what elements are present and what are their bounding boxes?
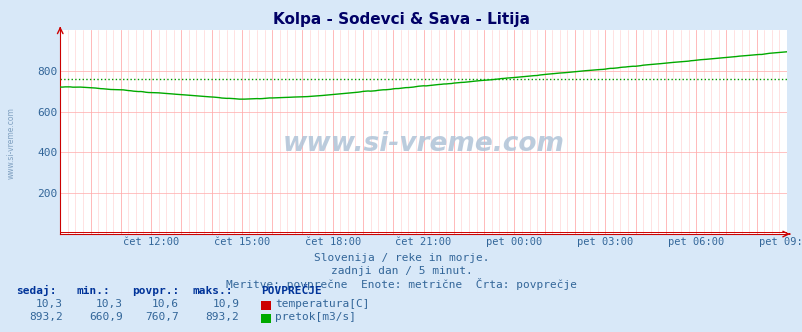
- Text: POVPREČJE: POVPREČJE: [261, 286, 322, 296]
- Text: Kolpa - Sodevci & Sava - Litija: Kolpa - Sodevci & Sava - Litija: [273, 12, 529, 27]
- Text: 10,3: 10,3: [35, 299, 63, 309]
- Text: www.si-vreme.com: www.si-vreme.com: [6, 107, 15, 179]
- Text: 10,9: 10,9: [212, 299, 239, 309]
- Text: 893,2: 893,2: [205, 312, 239, 322]
- Text: 893,2: 893,2: [29, 312, 63, 322]
- Text: 660,9: 660,9: [89, 312, 123, 322]
- Text: 760,7: 760,7: [145, 312, 179, 322]
- Text: povpr.:: povpr.:: [132, 286, 180, 296]
- Text: www.si-vreme.com: www.si-vreme.com: [282, 131, 564, 157]
- Text: min.:: min.:: [76, 286, 110, 296]
- Text: 10,3: 10,3: [95, 299, 123, 309]
- Text: zadnji dan / 5 minut.: zadnji dan / 5 minut.: [330, 266, 472, 276]
- Text: Meritve: povprečne  Enote: metrične  Črta: povprečje: Meritve: povprečne Enote: metrične Črta:…: [225, 278, 577, 290]
- Text: 10,6: 10,6: [152, 299, 179, 309]
- Text: Slovenija / reke in morje.: Slovenija / reke in morje.: [314, 253, 488, 263]
- Text: pretok[m3/s]: pretok[m3/s]: [275, 312, 356, 322]
- Text: sedaj:: sedaj:: [16, 285, 56, 296]
- Text: maks.:: maks.:: [192, 286, 233, 296]
- Text: temperatura[C]: temperatura[C]: [275, 299, 370, 309]
